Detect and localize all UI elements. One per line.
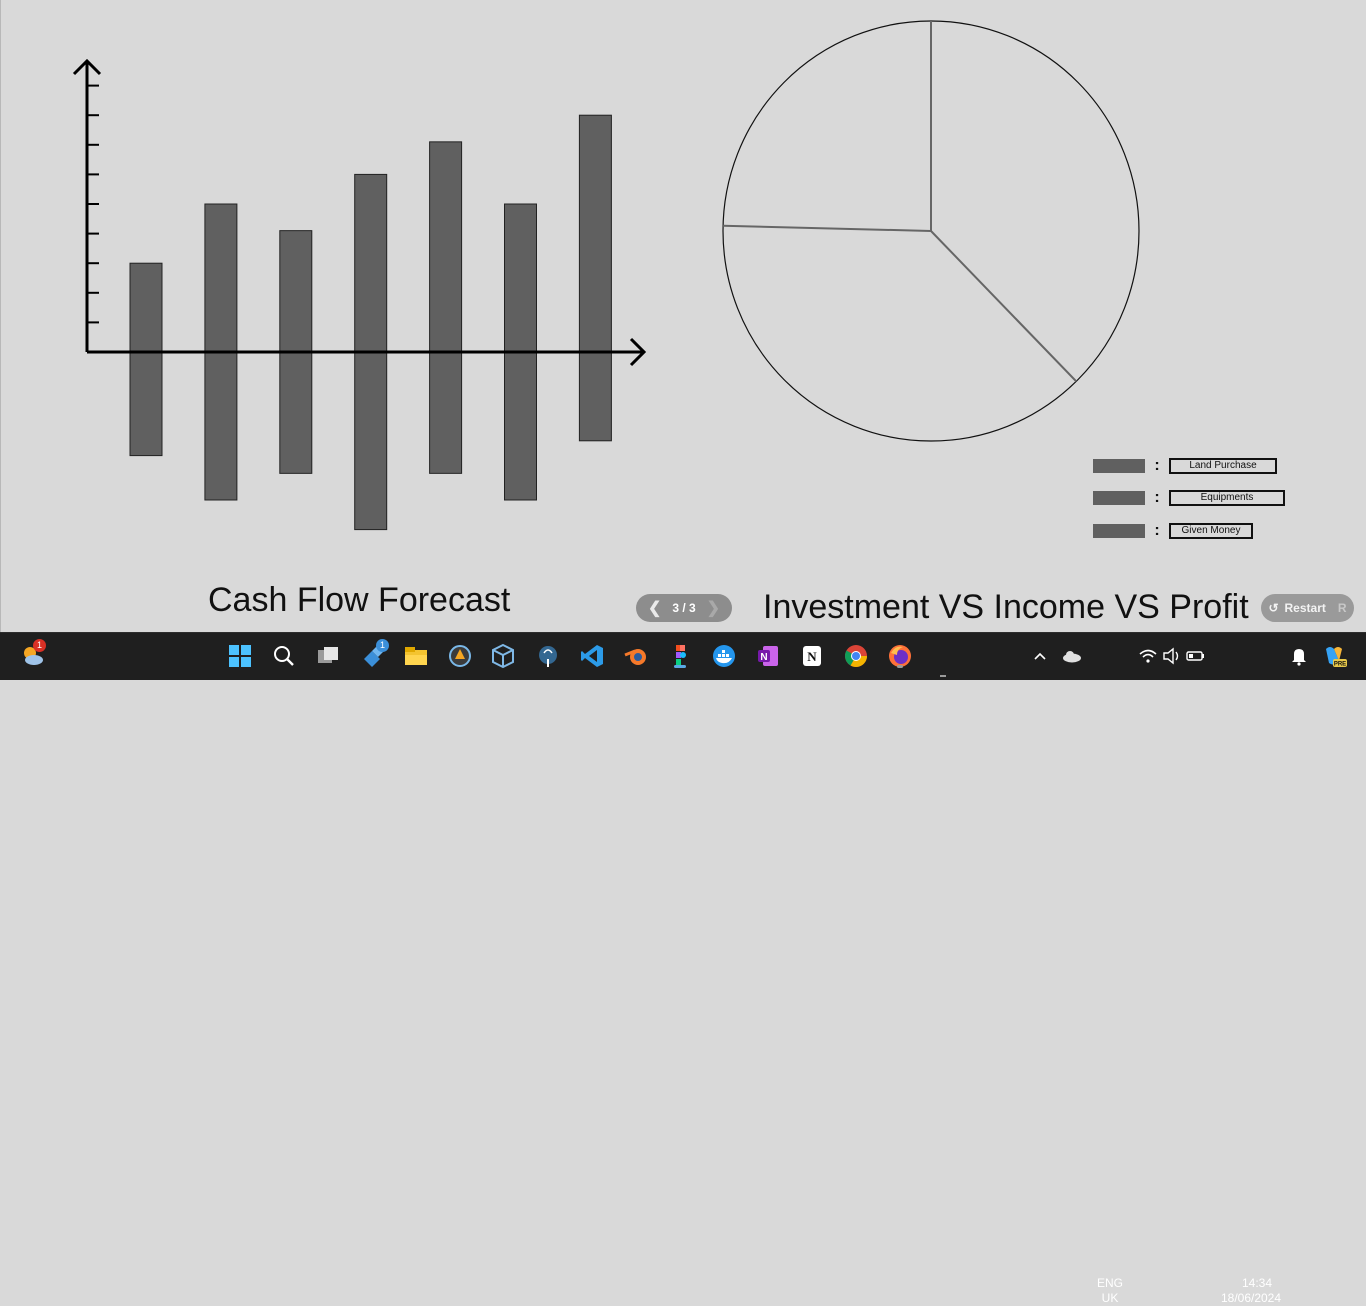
pie-divider bbox=[723, 224, 932, 232]
legend-swatch bbox=[1093, 524, 1145, 538]
pie-slice bbox=[931, 21, 1139, 382]
legend-colon: : bbox=[1154, 457, 1160, 474]
search-icon[interactable] bbox=[270, 642, 298, 670]
legend-swatch bbox=[1093, 459, 1145, 473]
start-icon[interactable] bbox=[226, 642, 254, 670]
previous-slide-icon[interactable]: ❮ bbox=[648, 600, 662, 617]
pie-slice bbox=[723, 21, 931, 231]
blender-icon[interactable] bbox=[622, 642, 650, 670]
docker-icon[interactable] bbox=[710, 642, 738, 670]
pie-chart-title: Investment VS Income VS Profit bbox=[763, 588, 1249, 626]
legend-label-land-purchase: Land Purchase bbox=[1169, 458, 1277, 474]
bar-negative bbox=[279, 351, 313, 474]
slide-canvas: Cash Flow Forecast Investment VS Income … bbox=[0, 0, 1366, 632]
notification-badge: 1 bbox=[376, 639, 389, 652]
notification-bell-icon[interactable] bbox=[1285, 642, 1313, 670]
restart-label: Restart bbox=[1284, 601, 1326, 615]
legend-item: : Equipments bbox=[1093, 489, 1285, 506]
language-code: ENG bbox=[1096, 1276, 1123, 1290]
figma-icon[interactable] bbox=[666, 642, 694, 670]
bar-positive bbox=[504, 203, 537, 353]
open-app-indicator bbox=[940, 675, 946, 677]
inkscape-icon[interactable] bbox=[446, 642, 474, 670]
virtualbox-icon[interactable] bbox=[489, 642, 517, 670]
svg-text:N: N bbox=[807, 649, 817, 664]
volume-icon[interactable] bbox=[1157, 642, 1185, 670]
task-view-icon[interactable] bbox=[314, 642, 342, 670]
svg-text:N: N bbox=[760, 652, 767, 663]
bar-positive bbox=[354, 173, 388, 353]
x-axis-arrowhead bbox=[629, 337, 647, 367]
legend-colon: : bbox=[1154, 522, 1160, 539]
legend-item: : Land Purchase bbox=[1093, 457, 1277, 474]
open-app-indicator bbox=[897, 665, 903, 668]
bar-positive bbox=[429, 141, 463, 353]
notion-icon[interactable]: N bbox=[798, 642, 826, 670]
clock-date: 18/06/2024 bbox=[1220, 1291, 1282, 1305]
vscode-icon[interactable] bbox=[578, 642, 606, 670]
y-axis-arrowhead bbox=[72, 58, 102, 76]
bar-negative bbox=[129, 351, 163, 457]
tools-app-icon[interactable]: 1 bbox=[359, 639, 389, 670]
bar-positive bbox=[129, 262, 163, 353]
pie-divider bbox=[930, 230, 1077, 383]
bar-negative bbox=[354, 351, 388, 531]
battery-icon[interactable] bbox=[1181, 642, 1209, 670]
bar-chart-title: Cash Flow Forecast bbox=[208, 581, 511, 619]
restart-button[interactable]: ↺ Restart R bbox=[1261, 594, 1354, 622]
legend-label-given-money: Given Money bbox=[1169, 523, 1253, 539]
clock-time: 14:34 bbox=[1241, 1276, 1272, 1290]
pie-slice bbox=[722, 225, 1077, 442]
onedrive-icon[interactable] bbox=[1058, 642, 1086, 670]
slide-pager: ❮ 3 / 3 ❯ bbox=[636, 594, 732, 622]
restart-icon: ↺ bbox=[1268, 601, 1279, 615]
weather-widget-icon[interactable]: 1 bbox=[18, 639, 46, 670]
svg-text:PRE: PRE bbox=[1334, 662, 1346, 668]
onenote-icon[interactable]: N bbox=[754, 642, 782, 670]
wifi-icon[interactable] bbox=[1134, 642, 1162, 670]
language-indicator[interactable]: ENG UK bbox=[1092, 1276, 1128, 1306]
bar-negative bbox=[504, 351, 537, 501]
legend-item: : Given Money bbox=[1093, 522, 1253, 539]
copilot-icon[interactable]: PRE bbox=[1320, 642, 1348, 670]
chrome-icon[interactable] bbox=[842, 642, 870, 670]
bar-positive bbox=[578, 114, 612, 353]
language-region: UK bbox=[1101, 1291, 1119, 1305]
chevron-up-icon[interactable] bbox=[1026, 642, 1054, 670]
taskbar: 1 1 N N bbox=[0, 632, 1366, 1305]
restart-shortcut-key: R bbox=[1337, 601, 1347, 615]
legend-swatch bbox=[1093, 491, 1145, 505]
bar-negative bbox=[429, 351, 463, 474]
firefox-icon[interactable] bbox=[886, 642, 914, 670]
bar-negative bbox=[204, 351, 238, 501]
active-app-indicator bbox=[674, 665, 686, 668]
legend-label-equipments: Equipments bbox=[1169, 490, 1285, 506]
slide-charts bbox=[72, 20, 1140, 531]
postgresql-icon[interactable] bbox=[534, 642, 562, 670]
bar-positive bbox=[279, 230, 313, 353]
bar-negative bbox=[578, 351, 612, 442]
clock[interactable]: 14:34 18/06/2024 bbox=[1216, 1276, 1286, 1306]
legend-colon: : bbox=[1154, 489, 1160, 506]
next-slide-icon[interactable]: ❯ bbox=[706, 600, 720, 617]
bar-positive bbox=[204, 203, 238, 353]
file-explorer-icon[interactable] bbox=[402, 642, 430, 670]
slide-indicator: 3 / 3 bbox=[672, 601, 696, 615]
notification-badge: 1 bbox=[33, 639, 46, 652]
